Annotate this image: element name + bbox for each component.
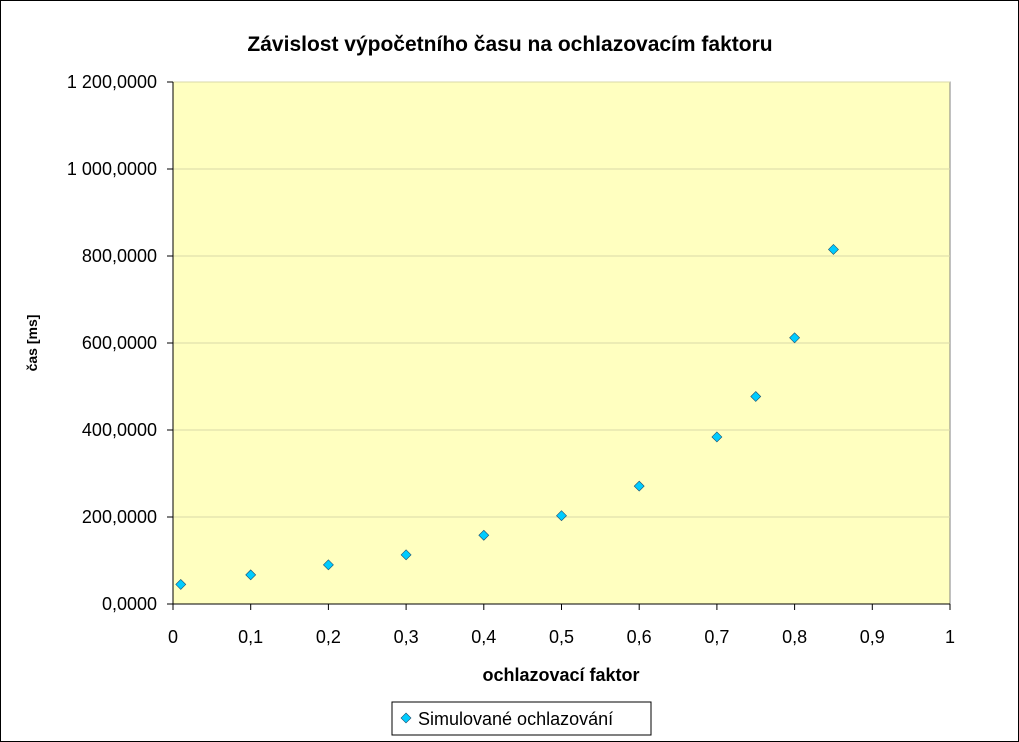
y-axis-ticks: 0,0000 200,0000 400,0000 600,0000 800,0000 1 … <box>67 72 173 614</box>
x-tick-label-4: 0,4 <box>471 627 496 647</box>
y-axis-title: čas [ms] <box>24 315 40 372</box>
chart-title: Závislost výpočetního času na ochlazovac… <box>247 33 772 56</box>
data-point-0-1 <box>245 569 257 581</box>
y-tick-label-5: 1 000,0000 <box>67 159 157 179</box>
data-point-0-6 <box>633 480 645 492</box>
data-point-0-0 <box>175 579 187 590</box>
x-tick-label-8: 0,8 <box>782 627 807 647</box>
legend-marker-diamond <box>400 712 412 724</box>
data-point-0-8 <box>750 391 762 402</box>
data-point-0-4 <box>478 529 490 541</box>
data-point-0-10 <box>828 244 839 255</box>
data-point-0-5 <box>556 510 567 522</box>
x-tick-label-1: 0,1 <box>238 627 263 647</box>
x-tick-label-6: 0,6 <box>627 627 652 647</box>
x-tick-label-0: 0 <box>168 627 178 647</box>
y-tick-label-6: 1 200,0000 <box>67 72 157 92</box>
gridlines <box>173 81 950 518</box>
x-axis-ticks: 0 0,1 0,2 0,3 0,4 0,5 0,6 0,7 0,8 0,9 1 <box>168 604 955 647</box>
x-axis-title: ochlazovací faktor <box>482 665 639 685</box>
legend-box <box>391 701 652 736</box>
x-tick-label-9: 0,9 <box>860 627 885 647</box>
data-points <box>175 244 839 590</box>
y-tick-label-2: 400,0000 <box>82 420 157 440</box>
x-tick-label-2: 0,2 <box>316 627 341 647</box>
y-tick-label-4: 800,0000 <box>82 246 157 266</box>
legend-label: Simulované ochlazování <box>418 709 613 729</box>
data-point-0-9 <box>789 332 801 344</box>
y-tick-label-1: 200,0000 <box>82 507 157 527</box>
data-point-0-7 <box>711 431 723 443</box>
data-point-0-2 <box>322 559 334 571</box>
x-tick-label-5: 0,5 <box>549 627 574 647</box>
x-tick-label-10: 1 <box>945 627 955 647</box>
x-tick-label-3: 0,3 <box>394 627 419 647</box>
legend: Simulované ochlazování <box>391 701 652 736</box>
data-point-0-3 <box>400 549 412 561</box>
y-tick-label-0: 0,0000 <box>102 594 157 614</box>
y-tick-label-3: 600,0000 <box>82 333 157 353</box>
x-tick-label-7: 0,7 <box>704 627 729 647</box>
